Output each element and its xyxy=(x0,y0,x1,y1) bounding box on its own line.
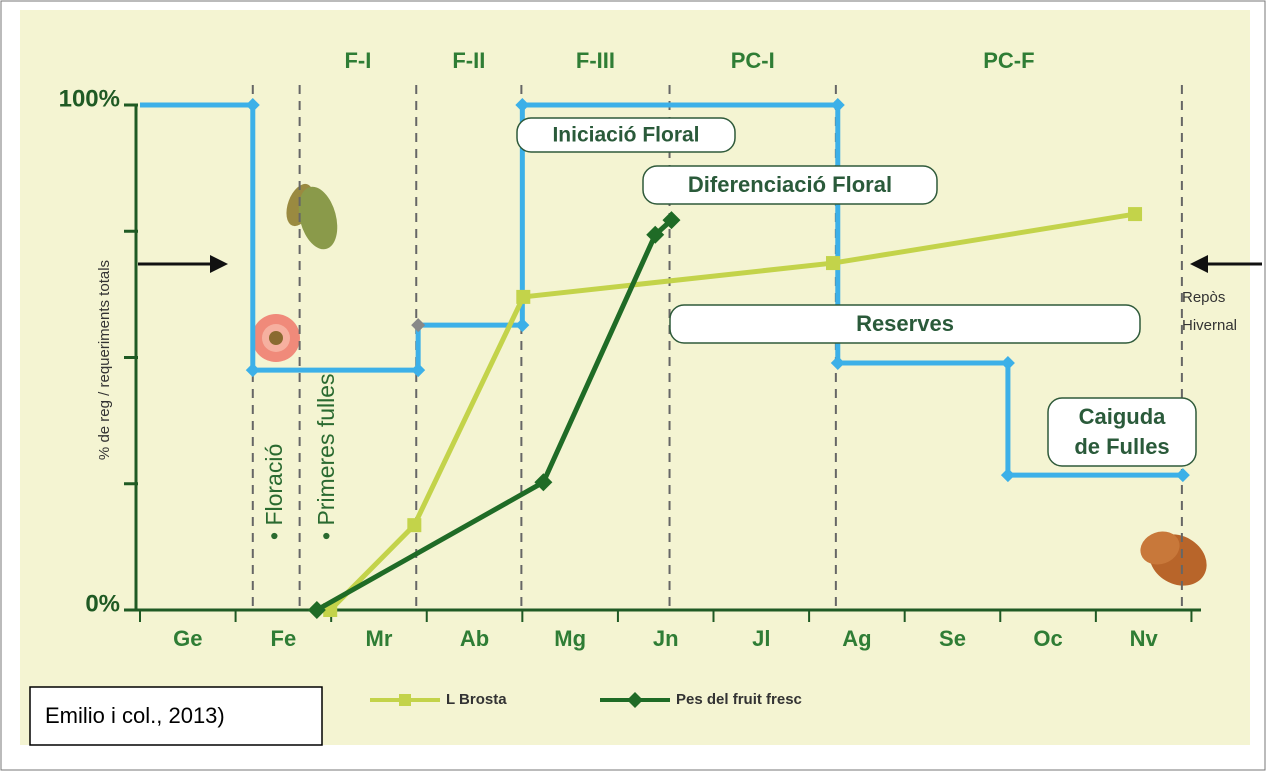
phase-label: F-II xyxy=(452,48,485,73)
x-tick-label: Jl xyxy=(752,626,770,651)
x-tick-label: Ab xyxy=(460,626,489,651)
x-tick-label: Fe xyxy=(271,626,297,651)
annotation: Iniciació Floral xyxy=(552,124,699,147)
data-point xyxy=(516,290,530,304)
x-tick-label: Oc xyxy=(1033,626,1062,651)
annotation: • Floració xyxy=(261,444,287,540)
phase-label: F-III xyxy=(576,48,615,73)
annotation: Diferenciació Floral xyxy=(688,172,892,197)
phase-label: PC-F xyxy=(983,48,1034,73)
phase-label: PC-I xyxy=(731,48,775,73)
annotation: Caiguda xyxy=(1079,404,1167,429)
annotation: • Primeres fulles xyxy=(313,373,339,540)
y-tick-label: 100% xyxy=(59,85,120,112)
x-tick-label: Nv xyxy=(1130,626,1159,651)
x-tick-label: Ge xyxy=(173,626,202,651)
x-tick-label: Mr xyxy=(366,626,393,651)
annotation: Reserves xyxy=(856,311,954,336)
flower-icon xyxy=(252,314,300,362)
x-tick-label: Ag xyxy=(842,626,871,651)
source: Emilio i col., 2013) xyxy=(45,703,225,728)
legend-label: L Brosta xyxy=(446,691,507,708)
y-tick-label: 0% xyxy=(85,590,120,617)
annotation: de Fulles xyxy=(1074,434,1169,459)
y-axis-label: % de reg / requeriments totals xyxy=(96,260,113,460)
annotation: Repòs xyxy=(1182,289,1225,306)
data-point xyxy=(826,256,840,270)
annotation: Hivernal xyxy=(1182,317,1237,334)
x-tick-label: Jn xyxy=(653,626,679,651)
x-tick-label: Mg xyxy=(554,626,586,651)
data-point xyxy=(1128,207,1142,221)
chart: % de reg / requeriments totals Emilio i … xyxy=(0,0,1266,771)
legend-marker xyxy=(399,694,411,706)
data-point xyxy=(407,518,421,532)
phase-label: F-I xyxy=(344,48,371,73)
x-tick-label: Se xyxy=(939,626,966,651)
legend-label: Pes del fruit fresc xyxy=(676,691,802,708)
